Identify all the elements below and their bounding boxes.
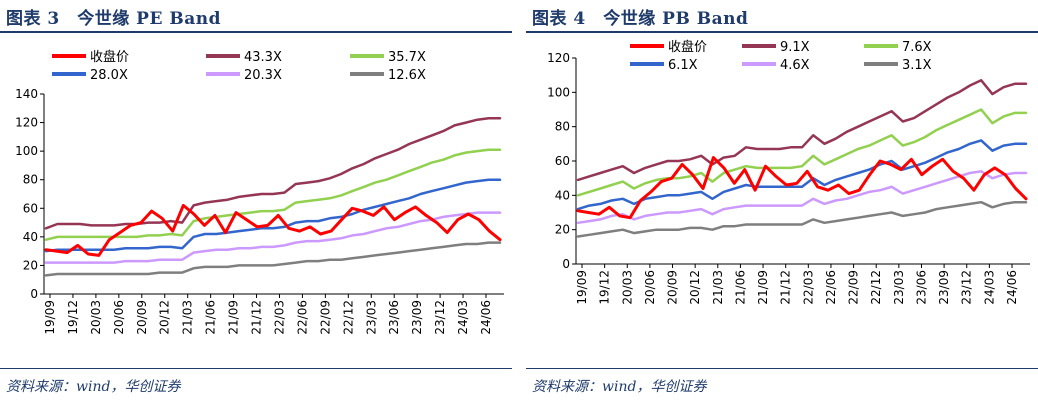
title-rule: [0, 31, 512, 33]
x-tick-label: 20/12: [158, 300, 172, 335]
legend-label: 4.6X: [780, 58, 810, 73]
x-tick-label: 19/09: [575, 270, 589, 305]
legend-label: 收盘价: [668, 39, 707, 55]
x-tick-label: 20/03: [620, 270, 634, 305]
series-line: [576, 108, 1028, 197]
x-tick-label: 21/09: [756, 270, 770, 305]
x-tick-label: 21/12: [250, 300, 264, 335]
x-tick-label: 19/12: [66, 300, 80, 335]
x-tick-label: 22/09: [318, 300, 332, 335]
y-tick-label: 100: [15, 144, 38, 158]
x-tick-label: 21/06: [733, 270, 747, 305]
x-tick-label: 22/12: [341, 300, 355, 335]
x-tick-label: 23/06: [387, 300, 401, 335]
y-tick-label: 120: [15, 116, 38, 130]
x-tick-label: 19/09: [43, 300, 57, 335]
x-tick-label: 21/09: [227, 300, 241, 335]
legend-label: 28.0X: [90, 68, 128, 83]
x-tick-label: 23/06: [914, 270, 928, 305]
pb-band-panel: 图表 4 今世缘 PB Band 0 20 40 60 80 100 120 19/09 19/…: [526, 0, 1038, 409]
x-tick-label: 20/09: [135, 300, 149, 335]
legend-label: 7.6X: [902, 40, 932, 55]
x-tick-label: 21/06: [204, 300, 218, 335]
source-note: 资料来源：wind，华创证券: [532, 379, 707, 395]
legend-label: 9.1X: [780, 40, 810, 55]
x-tick-label: 22/03: [272, 300, 286, 335]
x-tick-label: 24/06: [479, 300, 493, 335]
series-line: [44, 211, 502, 264]
x-tick-label: 22/12: [869, 270, 883, 305]
x-tick-label: 22/06: [295, 300, 309, 335]
y-tick-label: 80: [23, 173, 38, 187]
x-tick-label: 20/06: [112, 300, 126, 335]
chart-title: 图表 4 今世缘 PB Band: [532, 9, 749, 29]
series-line: [44, 148, 502, 241]
y-tick-label: 0: [30, 287, 38, 301]
x-tick-label: 20/12: [688, 270, 702, 305]
legend-label: 20.3X: [244, 68, 282, 83]
legend-label: 12.6X: [388, 68, 426, 83]
source-note: 资料来源：wind，华创证券: [6, 379, 181, 395]
x-tick-label: 23/12: [433, 300, 447, 335]
title-rule: [526, 31, 1038, 33]
x-tick-label: 23/12: [960, 270, 974, 305]
source-rule: [0, 368, 512, 369]
y-tick-label: 40: [555, 188, 570, 202]
x-tick-label: 21/03: [181, 300, 195, 335]
x-tick-label: 20/03: [89, 300, 103, 335]
chart-title: 图表 3 今世缘 PE Band: [6, 9, 221, 29]
series-line: [44, 117, 502, 230]
y-tick-label: 20: [23, 258, 38, 272]
y-tick-label: 100: [547, 85, 570, 99]
x-tick-label: 22/06: [824, 270, 838, 305]
series-line: [44, 241, 502, 277]
y-tick-label: 60: [555, 154, 570, 168]
y-tick-label: 140: [15, 87, 38, 101]
series-line: [44, 203, 502, 257]
x-tick-label: 23/09: [410, 300, 424, 335]
series-line: [576, 200, 1028, 238]
y-tick-label: 60: [23, 201, 38, 215]
legend-label: 收盘价: [90, 49, 129, 65]
x-tick-label: 23/03: [364, 300, 378, 335]
legend-label: 6.1X: [668, 58, 698, 73]
x-tick-label: 19/12: [598, 270, 612, 305]
y-tick-label: 120: [547, 51, 570, 65]
legend-label: 3.1X: [902, 58, 932, 73]
y-tick-label: 80: [555, 120, 570, 134]
y-tick-label: 40: [23, 230, 38, 244]
x-tick-label: 24/03: [456, 300, 470, 335]
x-tick-label: 24/03: [982, 270, 996, 305]
y-tick-label: 0: [562, 257, 570, 271]
x-tick-label: 23/03: [892, 270, 906, 305]
x-tick-label: 20/09: [666, 270, 680, 305]
x-tick-label: 20/06: [643, 270, 657, 305]
x-tick-label: 22/03: [801, 270, 815, 305]
x-tick-label: 24/06: [1005, 270, 1019, 305]
pe-band-chart: 0 20 40 60 80 100 120 140 19/09 19/12 20/03 20/06 20…: [15, 49, 504, 335]
legend-label: 43.3X: [244, 50, 282, 65]
legend-label: 35.7X: [388, 50, 426, 65]
series-line: [576, 170, 1028, 225]
pe-band-panel: 图表 3 今世缘 PE Band 0 20 40 60 80 100 120 140 19/09…: [0, 0, 512, 409]
y-tick-label: 20: [555, 223, 570, 237]
series-line: [576, 139, 1028, 211]
source-rule: [526, 368, 1038, 369]
x-tick-label: 21/03: [711, 270, 725, 305]
series-line: [576, 156, 1028, 220]
series-line: [44, 178, 502, 253]
x-tick-label: 22/09: [847, 270, 861, 305]
x-tick-label: 21/12: [779, 270, 793, 305]
x-tick-label: 23/09: [937, 270, 951, 305]
series-line: [576, 79, 1028, 182]
pb-band-chart: 0 20 40 60 80 100 120 19/09 19/12 20/03 20/06 20/09…: [547, 39, 1030, 305]
